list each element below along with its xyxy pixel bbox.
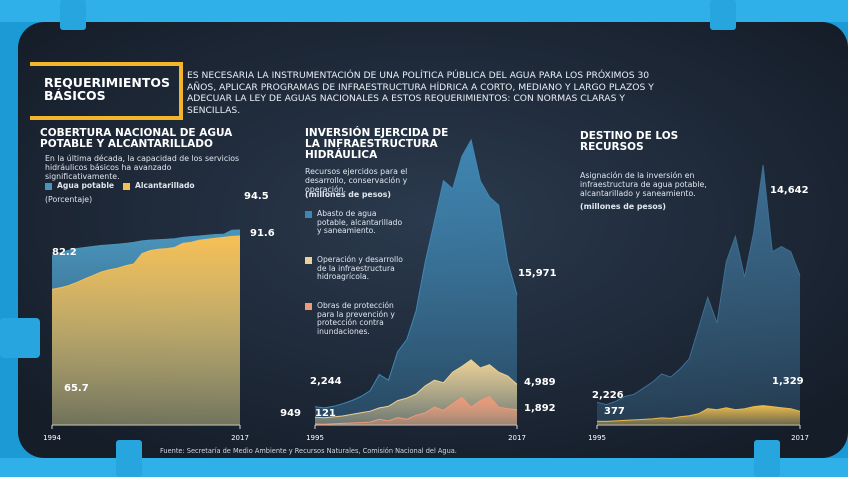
value-label: 377 <box>604 406 625 417</box>
unit-label: (millones de pesos) <box>305 190 391 199</box>
legend-label: Agua potable <box>57 181 115 190</box>
area-line <box>596 164 801 406</box>
value-label: 2,244 <box>310 376 342 387</box>
pipe-joint <box>116 440 142 477</box>
chart-subtitle: Asignación de la inversión en infraestru… <box>580 171 707 198</box>
legend-item: Alcantarillado <box>123 181 213 191</box>
value-label: 2,226 <box>592 390 624 401</box>
value-label: 1,892 <box>524 403 556 414</box>
legend-swatch <box>45 183 52 190</box>
legend-swatch <box>123 183 130 190</box>
legend-label: Obras de protección para la prevención y… <box>317 301 395 337</box>
area-fill <box>597 165 800 425</box>
x-tick-label: 1995 <box>306 434 324 442</box>
pipe-joint <box>60 0 86 30</box>
x-tick-label: 1995 <box>588 434 606 442</box>
value-label: 15,971 <box>518 268 557 279</box>
legend-swatch <box>305 303 312 310</box>
chart-subtitle: Recursos ejercidos para el desarrollo, c… <box>305 167 408 194</box>
chart-title: DESTINO DE LOS RECURSOS <box>580 130 679 154</box>
x-tick-label: 2017 <box>231 434 249 442</box>
legend-label: Operación y desarrollo de la infraestruc… <box>317 255 403 282</box>
header-title: REQUERIMIENTOS BÁSICOS <box>30 62 183 120</box>
pipe-joint <box>0 318 40 358</box>
area-line <box>314 138 518 409</box>
pipe-joint <box>710 0 736 30</box>
value-label: 82.2 <box>52 247 77 258</box>
unit-label: (Porcentaje) <box>45 195 93 204</box>
legend-label: Abasto de agua potable, alcantarillado y… <box>317 209 403 236</box>
pipe-top <box>0 0 848 22</box>
area-line <box>314 359 518 419</box>
area-line <box>314 395 518 425</box>
legend-item: Obras de protección para la prevención y… <box>305 301 405 337</box>
pipe-joint <box>754 440 780 477</box>
value-label: 1,329 <box>772 376 804 387</box>
legend-swatch <box>305 257 312 264</box>
unit-label: (millones de pesos) <box>580 202 666 211</box>
value-label: 65.7 <box>64 383 89 394</box>
value-label: 949 <box>280 408 301 419</box>
value-label: 14,642 <box>770 185 809 196</box>
x-tick-label: 1994 <box>43 434 61 442</box>
area-line <box>596 405 801 422</box>
legend-item: Agua potable <box>45 181 135 191</box>
area-fill <box>52 236 240 425</box>
legend-item: Operación y desarrollo de la infraestruc… <box>305 255 405 282</box>
value-label: 94.5 <box>244 191 269 202</box>
chart-title: INVERSIÓN EJERCIDA DE LA INFRAESTRUCTURA… <box>305 127 449 162</box>
area-fill <box>315 140 517 425</box>
chart-title: COBERTURA NACIONAL DE AGUA POTABLE Y ALC… <box>40 127 233 151</box>
value-label: 4,989 <box>524 377 556 388</box>
area-fill <box>597 405 800 425</box>
intro-text: ES NECESARIA LA INSTRUMENTACIÓN DE UNA P… <box>187 70 654 116</box>
area-line <box>51 229 241 256</box>
x-tick-label: 2017 <box>508 434 526 442</box>
area-line <box>51 235 241 290</box>
chart-subtitle: En la última década, la capacidad de los… <box>45 154 240 181</box>
legend-swatch <box>305 211 312 218</box>
area-fill <box>315 396 517 425</box>
legend-item: Abasto de agua potable, alcantarillado y… <box>305 209 405 236</box>
source: Fuente: Secretaría de Medio Ambiente y R… <box>160 447 457 455</box>
value-label: 121 <box>315 408 336 419</box>
x-tick-label: 2017 <box>791 434 809 442</box>
legend-label: Alcantarillado <box>135 181 195 190</box>
pipe-bottom <box>0 458 848 477</box>
value-label: 91.6 <box>250 228 275 239</box>
